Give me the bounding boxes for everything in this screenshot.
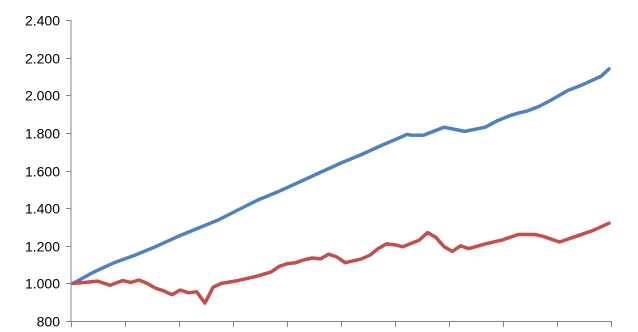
series-line-2 bbox=[71, 221, 611, 305]
series-line-1 bbox=[71, 67, 611, 286]
y-tick-label: 1.000 bbox=[25, 276, 60, 292]
y-tick-label: 2.200 bbox=[25, 51, 60, 67]
y-tick-label: 1.600 bbox=[25, 164, 60, 180]
y-tick-label: 800 bbox=[37, 314, 61, 330]
y-tick-label: 1.800 bbox=[25, 126, 60, 142]
x-axis bbox=[71, 321, 612, 327]
y-tick-label: 1.400 bbox=[25, 201, 60, 217]
series-group bbox=[71, 67, 611, 305]
y-tick-label: 1.200 bbox=[25, 239, 60, 255]
y-axis: 800 1.000 1.200 1.400 1.600 1.800 2.000 2.200 2.… bbox=[25, 13, 72, 330]
y-tick-label: 2.000 bbox=[25, 88, 60, 104]
y-tick-label: 2.400 bbox=[25, 13, 60, 29]
